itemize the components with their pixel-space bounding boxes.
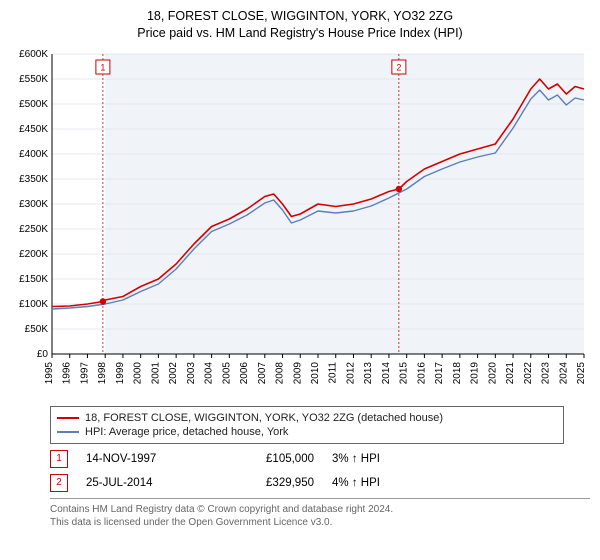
legend-box: 18, FOREST CLOSE, WIGGINTON, YORK, YO32 …	[50, 406, 564, 444]
sale-row: 1 14-NOV-1997 £105,000 3% ↑ HPI	[50, 450, 590, 468]
svg-text:1995: 1995	[44, 361, 55, 384]
svg-text:2013: 2013	[363, 361, 374, 384]
svg-text:2002: 2002	[168, 361, 179, 384]
svg-text:2009: 2009	[292, 361, 303, 384]
sale-price: £329,950	[224, 477, 314, 489]
sale-price: £105,000	[224, 453, 314, 465]
svg-text:2001: 2001	[150, 361, 161, 384]
svg-text:£500K: £500K	[19, 99, 48, 110]
svg-text:1996: 1996	[62, 361, 73, 384]
svg-text:2014: 2014	[381, 361, 392, 384]
sale-delta: 3% ↑ HPI	[332, 453, 422, 465]
title-subtitle: Price paid vs. HM Land Registry's House …	[10, 25, 590, 42]
legend-label: 18, FOREST CLOSE, WIGGINTON, YORK, YO32 …	[85, 412, 443, 424]
svg-text:1998: 1998	[97, 361, 108, 384]
svg-text:£600K: £600K	[19, 49, 48, 60]
svg-text:2025: 2025	[576, 361, 587, 384]
svg-text:£400K: £400K	[19, 149, 48, 160]
svg-text:2020: 2020	[487, 361, 498, 384]
svg-text:2023: 2023	[541, 361, 552, 384]
legend-swatch-icon	[57, 431, 79, 433]
svg-text:2022: 2022	[523, 361, 534, 384]
sales-list: 1 14-NOV-1997 £105,000 3% ↑ HPI 2 25-JUL…	[50, 450, 590, 492]
svg-text:2007: 2007	[257, 361, 268, 384]
sale-marker-icon: 2	[50, 474, 68, 492]
svg-text:2004: 2004	[204, 361, 215, 384]
legend-row: 18, FOREST CLOSE, WIGGINTON, YORK, YO32 …	[57, 411, 557, 425]
chart-svg: £0 £50K £100K £150K £200K £250K £300K £350K £400…	[10, 48, 590, 398]
svg-text:£50K: £50K	[25, 324, 49, 335]
title-address: 18, FOREST CLOSE, WIGGINTON, YORK, YO32 …	[10, 8, 590, 25]
legend-swatch-icon	[57, 417, 79, 419]
chart-container: 18, FOREST CLOSE, WIGGINTON, YORK, YO32 …	[0, 0, 600, 535]
svg-text:2008: 2008	[275, 361, 286, 384]
svg-text:2005: 2005	[221, 361, 232, 384]
chart-title: 18, FOREST CLOSE, WIGGINTON, YORK, YO32 …	[10, 8, 590, 42]
svg-text:2012: 2012	[345, 361, 356, 384]
svg-text:2018: 2018	[452, 361, 463, 384]
svg-text:£300K: £300K	[19, 199, 48, 210]
sale-delta: 4% ↑ HPI	[332, 477, 422, 489]
svg-text:2006: 2006	[239, 361, 250, 384]
svg-text:2021: 2021	[505, 361, 516, 384]
footer-attribution: Contains HM Land Registry data © Crown c…	[50, 498, 590, 529]
svg-text:2003: 2003	[186, 361, 197, 384]
sale-date: 25-JUL-2014	[86, 477, 206, 489]
svg-text:£150K: £150K	[19, 274, 48, 285]
sale-marker-icon: 1	[50, 450, 68, 468]
legend-row: HPI: Average price, detached house, York	[57, 425, 557, 439]
svg-text:£200K: £200K	[19, 249, 48, 260]
svg-text:2015: 2015	[399, 361, 410, 384]
svg-text:2016: 2016	[416, 361, 427, 384]
svg-text:2: 2	[396, 62, 401, 72]
sale-date: 14-NOV-1997	[86, 453, 206, 465]
svg-text:£350K: £350K	[19, 174, 48, 185]
svg-text:1999: 1999	[115, 361, 126, 384]
legend-label: HPI: Average price, detached house, York	[85, 426, 288, 438]
svg-text:2017: 2017	[434, 361, 445, 384]
svg-text:2011: 2011	[328, 361, 339, 383]
svg-text:2019: 2019	[470, 361, 481, 384]
svg-text:1: 1	[100, 62, 105, 72]
svg-text:2010: 2010	[310, 361, 321, 384]
svg-text:£250K: £250K	[19, 224, 48, 235]
svg-text:£0: £0	[37, 349, 49, 360]
svg-text:2000: 2000	[133, 361, 144, 384]
footer-line: This data is licensed under the Open Gov…	[50, 516, 590, 529]
svg-text:£550K: £550K	[19, 74, 48, 85]
svg-text:£450K: £450K	[19, 124, 48, 135]
svg-text:1997: 1997	[79, 361, 90, 384]
svg-text:£100K: £100K	[19, 299, 48, 310]
sale-row: 2 25-JUL-2014 £329,950 4% ↑ HPI	[50, 474, 590, 492]
footer-line: Contains HM Land Registry data © Crown c…	[50, 503, 590, 516]
svg-text:2024: 2024	[558, 361, 569, 384]
chart-plot: £0 £50K £100K £150K £200K £250K £300K £350K £400…	[10, 48, 590, 398]
